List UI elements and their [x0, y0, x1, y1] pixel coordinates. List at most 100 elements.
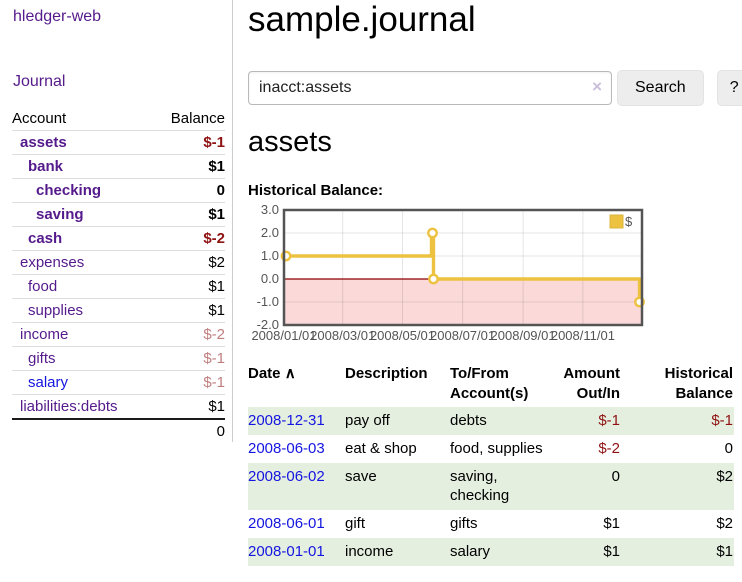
transaction-date-cell: 2008-01-01	[248, 538, 345, 566]
clear-search-icon[interactable]: ×	[592, 77, 602, 97]
account-row: checking 0	[12, 178, 225, 202]
page-title: sample.journal	[248, 0, 476, 39]
date-column-header[interactable]: Date ∧	[248, 362, 345, 407]
transaction-amount: $1	[603, 515, 620, 533]
table-row: 2008-06-03 eat & shop food, supplies $-2 0	[248, 435, 734, 463]
account-link[interactable]: income	[20, 326, 69, 343]
transaction-balance: $-1	[711, 412, 733, 430]
search-input-wrap: ×	[248, 71, 612, 106]
transaction-accounts: saving, checking	[450, 468, 510, 505]
account-row: salary $-1	[12, 370, 225, 394]
accounts-total-row: 0	[12, 418, 225, 442]
y-tick-label: 2.0	[261, 225, 279, 240]
transaction-date-link[interactable]: 2008-06-01	[248, 515, 325, 533]
transaction-date-cell: 2008-06-01	[248, 510, 345, 538]
data-point	[427, 227, 438, 239]
table-row: 2008-06-01 gift gifts $1 $2	[248, 510, 734, 538]
account-link[interactable]: saving	[36, 206, 84, 223]
account-link[interactable]: liabilities:debts	[20, 398, 118, 415]
account-link[interactable]: cash	[28, 230, 63, 247]
transaction-date-cell: 2008-06-03	[248, 435, 345, 463]
legend-label: $	[625, 214, 633, 229]
account-balance: $1	[208, 398, 225, 415]
y-tick-label: 3.0	[261, 203, 279, 217]
x-tick-label: 2008/03/01	[310, 328, 375, 343]
transaction-date-cell: 2008-12-31	[248, 407, 345, 435]
accounts-table: Account Balance assets $-1 bank $1 checking 0…	[12, 106, 225, 442]
table-row: 2008-01-01 income salary $1 $1	[248, 538, 734, 567]
total-balance: 0	[216, 422, 225, 440]
transaction-amount: $-2	[598, 440, 620, 458]
y-tick-label: 1.0	[261, 248, 279, 263]
search-button[interactable]: Search	[617, 70, 704, 107]
account-heading: assets	[248, 126, 332, 159]
account-balance: $1	[208, 158, 225, 175]
transaction-date-link[interactable]: 2008-12-31	[248, 412, 325, 430]
search-input[interactable]	[248, 71, 612, 106]
account-link[interactable]: bank	[28, 158, 64, 175]
hledger-web-app: hledger-web Journal Account Balance asse…	[0, 0, 742, 567]
balance-column-header: Balance	[170, 109, 225, 127]
y-tick-label: -2.0	[257, 317, 279, 332]
transaction-accounts: gifts	[450, 515, 478, 533]
y-tick-label: -1.0	[257, 294, 279, 309]
account-balance: $1	[208, 206, 225, 223]
account-row: liabilities:debts $1	[12, 394, 225, 418]
account-row: saving $1	[12, 202, 225, 226]
search-form: × Search ?	[248, 70, 742, 107]
chart-negative-region	[285, 279, 641, 325]
y-tick-label: 0.0	[261, 271, 279, 286]
transaction-date-link[interactable]: 2008-01-01	[248, 543, 325, 561]
accounts-rows: assets $-1 bank $1 checking 0 saving $1 cash $-2 e…	[12, 130, 225, 418]
account-link[interactable]: salary	[28, 374, 69, 391]
app-brand-link[interactable]: hledger-web	[13, 8, 102, 25]
sidebar: hledger-web Journal Account Balance asse…	[0, 0, 233, 442]
x-tick-label: 2008/09/01	[491, 328, 556, 343]
account-row: food $1	[12, 274, 225, 298]
register-header-row: Date ∧ Description To/From Account(s) Am…	[248, 362, 734, 407]
transaction-amount: $-1	[598, 412, 620, 430]
account-link[interactable]: gifts	[28, 350, 56, 367]
x-tick-label: 2008/07/01	[430, 328, 495, 343]
transaction-description: gift	[345, 515, 366, 533]
account-link[interactable]: checking	[36, 182, 102, 199]
account-balance: $-1	[203, 350, 225, 367]
account-column-header: Account	[12, 109, 67, 127]
table-row: 2008-12-31 pay off debts $-1 $-1	[248, 407, 734, 436]
transaction-accounts: salary	[450, 543, 491, 561]
x-tick-label: 2008/01/01	[251, 328, 316, 343]
account-balance: $1	[208, 302, 225, 319]
date-header-label: Date	[248, 365, 281, 383]
transaction-amount: 0	[611, 468, 620, 486]
transaction-accounts: food, supplies	[450, 440, 543, 458]
account-balance: $-2	[203, 230, 225, 247]
legend-swatch	[609, 214, 624, 229]
x-tick-label: 2008/11/01	[551, 328, 615, 343]
transaction-date-link[interactable]: 2008-06-02	[248, 468, 325, 486]
transaction-balance: $1	[716, 543, 733, 561]
account-link[interactable]: supplies	[28, 302, 84, 319]
description-column-header: Description	[345, 365, 428, 383]
chart-x-axis: 2008/01/01 2008/03/01 2008/05/01 2008/07…	[251, 328, 614, 343]
account-row: cash $-2	[12, 226, 225, 250]
account-link[interactable]: food	[28, 278, 58, 295]
account-row: assets $-1	[12, 130, 225, 154]
sort-ascending-icon: ∧	[284, 365, 296, 383]
transaction-date-link[interactable]: 2008-06-03	[248, 440, 325, 458]
table-row: 2008-06-02 save saving, checking 0 $2	[248, 463, 734, 511]
account-balance: $2	[208, 254, 225, 271]
accounts-table-header: Account Balance	[12, 106, 225, 130]
chart-title: Historical Balance:	[248, 182, 384, 200]
help-button[interactable]: ?	[716, 70, 742, 107]
x-tick-label: 2008/05/01	[370, 328, 435, 343]
sidebar-item-journal[interactable]: Journal	[13, 73, 66, 90]
amount-column-header: Amount Out/In	[563, 365, 620, 403]
register-table: Date ∧ Description To/From Account(s) Am…	[248, 362, 734, 567]
transaction-balance: 0	[724, 440, 733, 458]
account-link[interactable]: assets	[20, 134, 67, 151]
accounts-column-header: To/From Account(s)	[450, 365, 529, 403]
account-link[interactable]: expenses	[20, 254, 85, 271]
balance-column-header-main: Historical Balance	[664, 365, 733, 403]
transaction-amount: $1	[603, 543, 620, 561]
main-content: sample.journal × Search ? assets Histori…	[233, 0, 742, 567]
